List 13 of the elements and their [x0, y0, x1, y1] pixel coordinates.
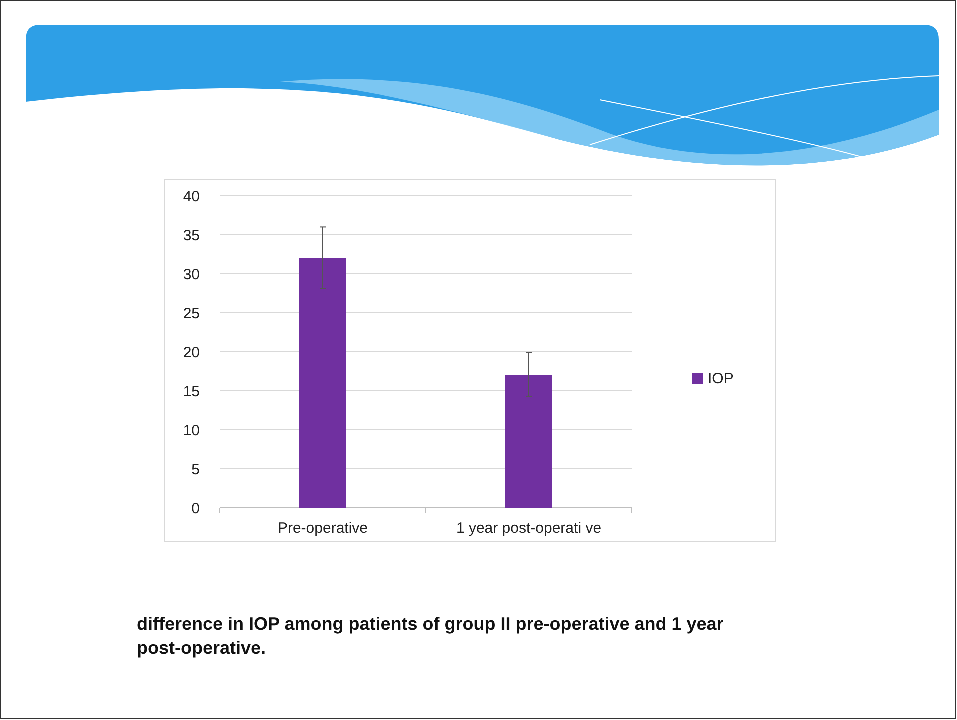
y-tick-label: 35 [183, 227, 200, 244]
y-tick-label: 15 [183, 383, 200, 400]
y-tick-label: 30 [183, 266, 200, 284]
text: difference in IOP among patients of group II pre-operative and 1 year post-operative. [137, 614, 724, 658]
x-tick-label: Pre-operative [278, 520, 368, 537]
y-tick-label: 40 [183, 188, 200, 206]
y-tick-label: 5 [192, 461, 200, 478]
y-tick-label: 10 [183, 422, 200, 440]
legend-label: IOP [708, 370, 734, 388]
y-tick-label: 25 [183, 305, 200, 322]
y-tick-label: 0 [192, 500, 200, 518]
y-tick-label: 20 [183, 344, 200, 362]
x-tick-label: 1 year post-operati ve [456, 520, 602, 537]
